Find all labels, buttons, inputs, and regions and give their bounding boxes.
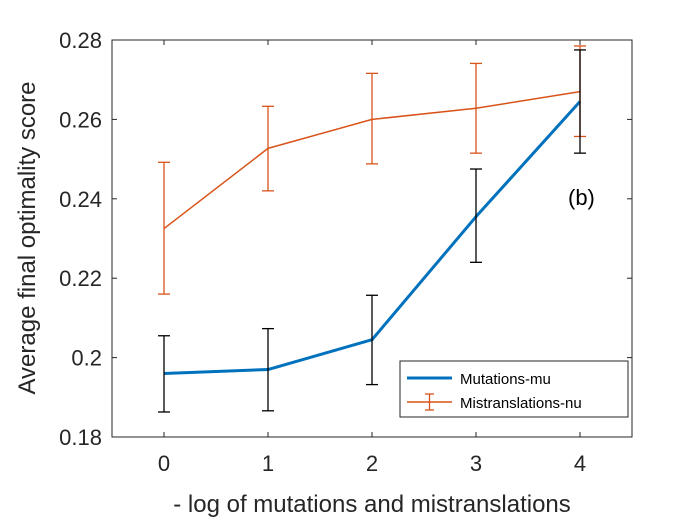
y-tick-label: 0.22 <box>59 266 102 291</box>
panel-annotation: (b) <box>568 185 595 210</box>
y-tick-label: 0.18 <box>59 425 102 450</box>
ticks-layer: 0 1 2 3 4 0.18 0.2 0.22 0.24 0.26 0.28 <box>59 28 632 476</box>
y-tick-label: 0.2 <box>71 346 102 371</box>
y-tick-label: 0.24 <box>59 187 102 212</box>
x-tick-label: 4 <box>574 451 586 476</box>
x-tick-label: 0 <box>158 451 170 476</box>
y-axis-label: Average final optimality score <box>14 81 41 394</box>
y-tick-label: 0.26 <box>59 107 102 132</box>
x-axis-label: - log of mutations and mistranslations <box>173 491 571 518</box>
legend-label-mutations: Mutations-mu <box>460 371 551 388</box>
series-layer <box>158 45 586 413</box>
y-tick-label: 0.28 <box>59 28 102 53</box>
legend-label-mistranslations: Mistranslations-nu <box>460 395 582 412</box>
legend: Mutations-mu Mistranslations-nu <box>399 360 629 418</box>
legend-box <box>399 360 629 418</box>
x-tick-label: 3 <box>470 451 482 476</box>
x-tick-label: 2 <box>366 451 378 476</box>
x-tick-label: 1 <box>262 451 274 476</box>
